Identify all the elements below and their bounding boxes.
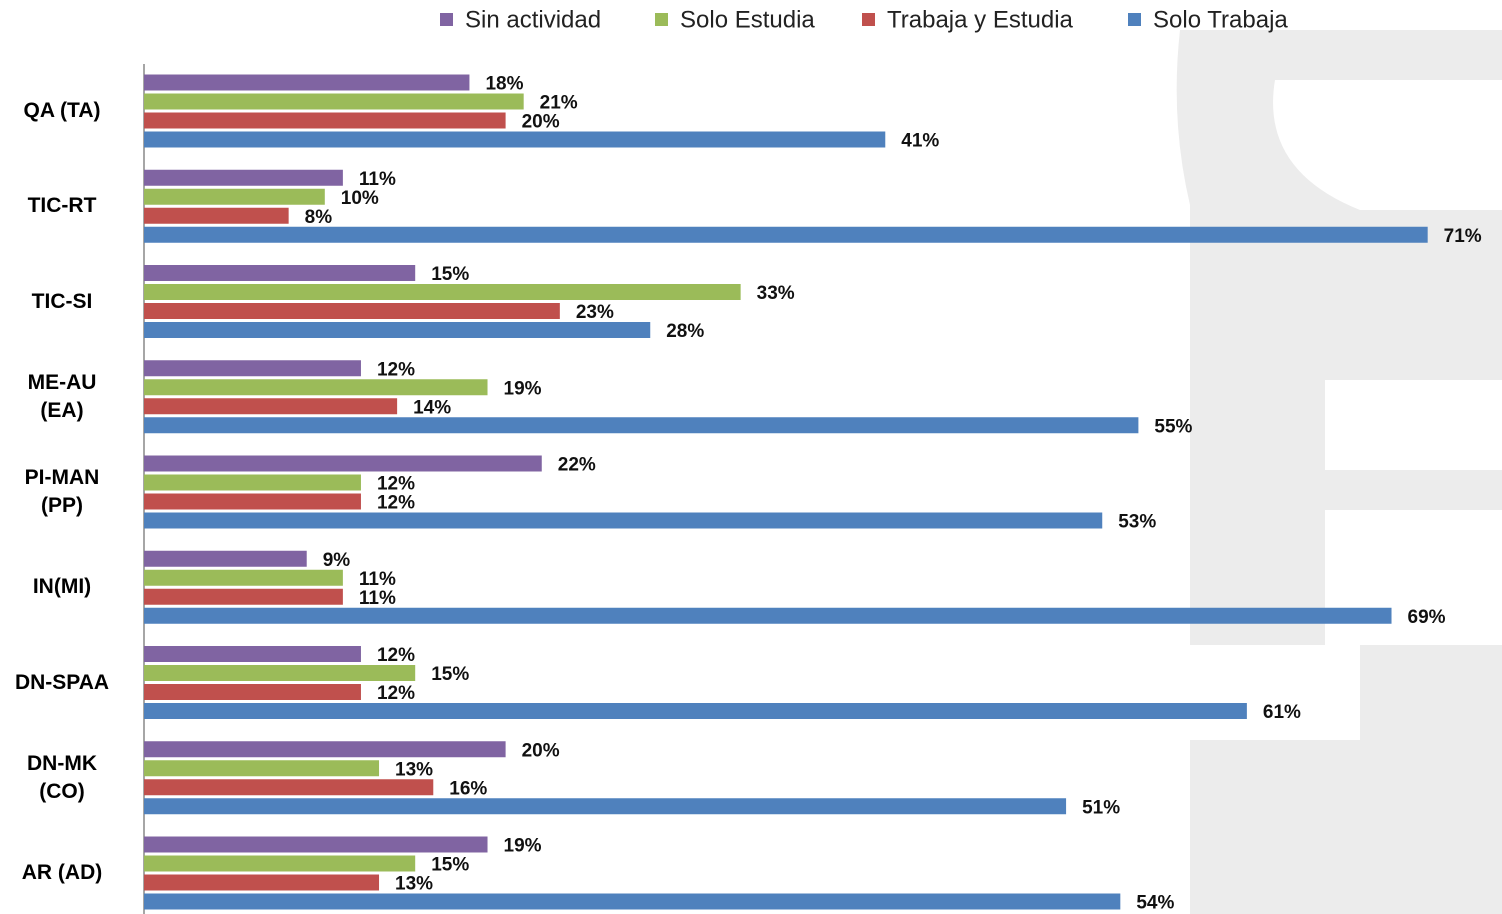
data-label: 18% <box>485 74 523 95</box>
legend-label: Sin actividad <box>465 6 601 33</box>
data-label: 11% <box>359 569 396 590</box>
data-label: 61% <box>1263 702 1301 723</box>
data-label: 13% <box>395 874 433 895</box>
y-tick-label: AR (AD) <box>21 861 103 884</box>
legend-label: Solo Trabaja <box>1153 6 1288 33</box>
data-label: 15% <box>431 855 469 876</box>
bar <box>144 893 1121 910</box>
bar <box>144 188 325 205</box>
bar <box>144 684 361 700</box>
bar <box>144 798 1067 815</box>
y-tick-label: ME-AU (EA) <box>27 370 97 422</box>
data-label: 12% <box>377 493 415 514</box>
y-tick-label: TIC-SI <box>31 289 93 313</box>
y-tick-label: IN(MI) <box>32 575 92 599</box>
data-label: 12% <box>377 359 415 380</box>
data-label: 51% <box>1082 797 1120 818</box>
legend-swatch <box>1128 13 1141 26</box>
data-label: 23% <box>576 302 614 323</box>
data-label: 20% <box>522 112 560 133</box>
data-label: 69% <box>1408 607 1446 628</box>
watermark <box>1176 30 1502 914</box>
bar <box>144 646 361 662</box>
bar <box>144 207 289 224</box>
data-label: 20% <box>522 740 560 761</box>
bar <box>144 493 361 510</box>
data-label: 71% <box>1444 226 1482 247</box>
data-label: 19% <box>504 378 542 399</box>
data-label: 11% <box>359 169 396 190</box>
bar <box>144 588 343 605</box>
data-label: 13% <box>395 759 433 780</box>
bar <box>144 855 416 872</box>
data-label: 33% <box>757 283 795 304</box>
data-label: 15% <box>431 264 469 285</box>
bar <box>144 303 560 319</box>
data-label: 22% <box>558 455 596 476</box>
data-label: 9% <box>323 550 351 571</box>
bar <box>144 112 506 129</box>
bar <box>144 836 488 853</box>
legend-swatch <box>655 13 668 26</box>
legend-label: Solo Estudia <box>680 6 815 33</box>
data-label: 12% <box>377 645 415 666</box>
legend-swatch <box>862 13 875 26</box>
bar <box>144 169 343 186</box>
data-label: 14% <box>413 397 451 418</box>
bar <box>144 550 307 567</box>
data-label: 8% <box>305 207 333 228</box>
bar <box>144 607 1392 624</box>
bar <box>144 703 1247 719</box>
data-label: 28% <box>666 321 704 342</box>
data-label: 53% <box>1118 512 1156 533</box>
data-label: 19% <box>504 836 542 857</box>
bar <box>144 398 398 415</box>
y-tick-label: DN-MK (CO) <box>27 751 97 803</box>
bar <box>144 474 361 491</box>
bar <box>144 874 380 891</box>
y-tick-label: QA (TA) <box>23 99 101 122</box>
bar <box>144 265 416 281</box>
data-label: 15% <box>431 664 469 685</box>
data-label: 54% <box>1136 893 1174 914</box>
y-tick-label: DN-SPAA <box>14 670 110 694</box>
bar <box>144 760 380 777</box>
data-label: 11% <box>359 588 396 609</box>
y-tick-label: PI-MAN (PP) <box>24 466 100 517</box>
bar <box>144 131 886 148</box>
bar <box>144 417 1139 434</box>
data-label: 55% <box>1154 416 1192 437</box>
bar <box>144 779 434 796</box>
bar <box>144 512 1103 529</box>
legend-label: Trabaja y Estudia <box>887 6 1074 33</box>
y-tick-label: TIC-RT <box>27 194 97 218</box>
bar <box>144 741 506 758</box>
data-label: 21% <box>540 93 578 114</box>
data-label: 41% <box>901 131 939 152</box>
bar <box>144 379 488 396</box>
data-label: 12% <box>377 474 415 495</box>
bar <box>144 322 651 338</box>
data-label: 16% <box>449 778 487 799</box>
bar <box>144 665 416 681</box>
bar <box>144 569 343 586</box>
bar <box>144 360 361 377</box>
bar <box>144 284 741 300</box>
legend-swatch <box>440 13 453 26</box>
bar <box>144 455 542 472</box>
data-label: 12% <box>377 683 415 704</box>
bar <box>144 74 470 91</box>
data-label: 10% <box>341 188 379 209</box>
bar <box>144 93 524 110</box>
bar <box>144 226 1428 243</box>
